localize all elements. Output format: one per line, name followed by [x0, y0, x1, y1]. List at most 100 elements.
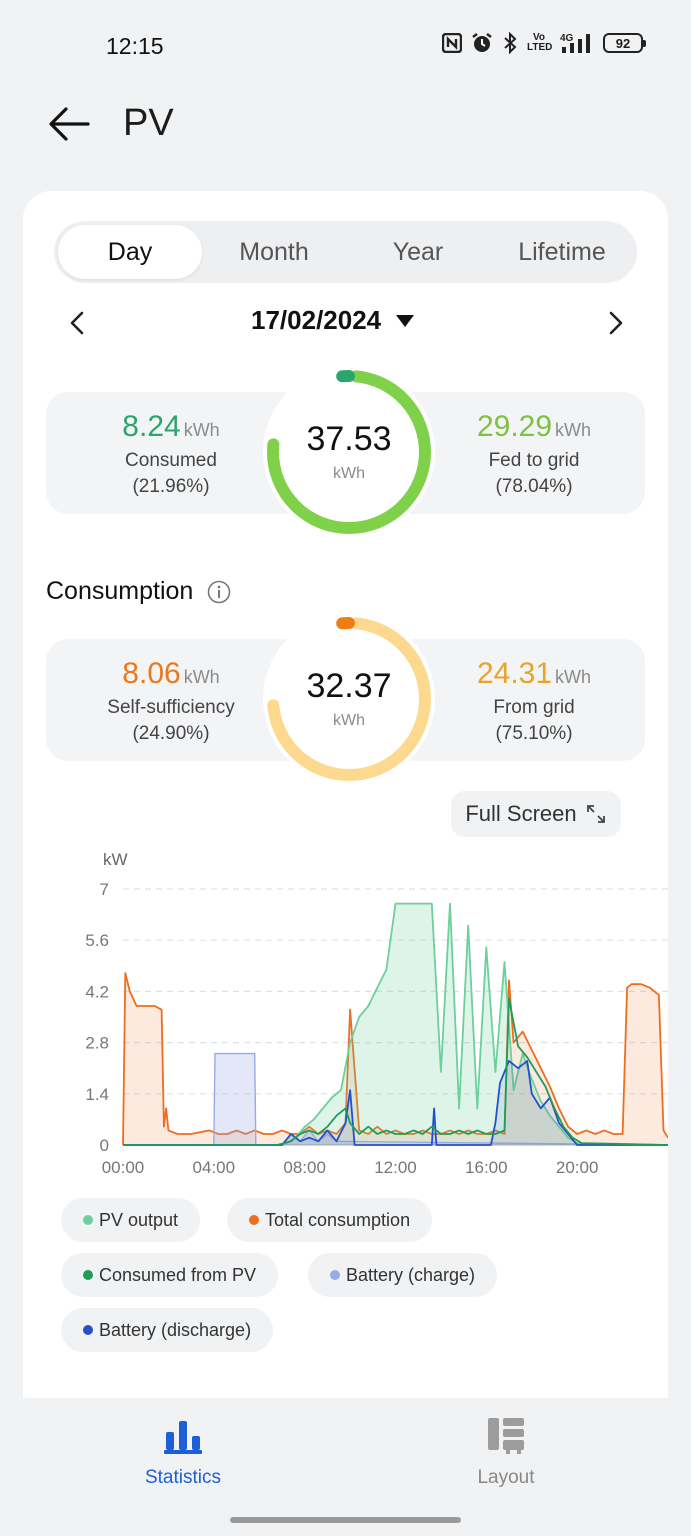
back-arrow-icon — [49, 107, 90, 141]
status-bar: 12:15 Vo LTED 4G 92 — [0, 0, 691, 90]
previous-date-button[interactable] — [63, 307, 93, 339]
legend-label: PV output — [99, 1210, 179, 1230]
y-tick-label: 2.8 — [85, 1034, 109, 1053]
fed-to-grid-label: Fed to grid — [488, 450, 580, 471]
full-screen-button[interactable]: Full Screen — [451, 791, 621, 837]
nav-statistics-label: Statistics — [144, 1467, 222, 1488]
legend-dot — [83, 1215, 93, 1225]
legend-consumed-from-pv[interactable]: Consumed from PV — [61, 1253, 279, 1297]
self-sufficiency-label: Self-sufficiency — [107, 697, 235, 718]
full-screen-label: Full Screen — [465, 801, 577, 826]
legend-dot — [249, 1215, 259, 1225]
y-tick-label: 0 — [100, 1136, 109, 1155]
signal-icon: 4G — [560, 33, 590, 53]
home-indicator — [230, 1517, 461, 1523]
tab-year[interactable]: Year — [392, 238, 444, 266]
from-grid-arc — [267, 617, 431, 781]
consumption-total: 32.37 — [306, 667, 392, 705]
y-axis-label: kW — [103, 850, 128, 869]
yield-total-unit: kWh — [333, 465, 365, 482]
legend-battery-charge[interactable]: Battery (charge) — [308, 1253, 498, 1297]
status-time: 12:15 — [106, 33, 164, 59]
fed-to-grid-metric: 29.29 kWh Fed to grid (78.04%) — [434, 410, 634, 498]
bottom-navigation: Statistics Layout — [0, 1398, 691, 1536]
consumed-label: Consumed — [125, 450, 217, 471]
nfc-icon — [442, 33, 462, 53]
consumed-percent: (21.96%) — [132, 476, 210, 497]
fed-to-grid-value: 29.29 — [476, 410, 553, 443]
self-sufficiency-value: 8.06 — [122, 657, 181, 690]
from-grid-percent: (75.10%) — [495, 723, 573, 744]
consumption-donut — [263, 613, 435, 785]
consumption-panel: 8.06 kWh Self-sufficiency (24.90%) 32.37 … — [46, 613, 645, 785]
yield-fed-arc — [267, 370, 431, 534]
date-navigator: 17/02/2024 — [23, 301, 668, 345]
chevron-right-icon — [609, 311, 623, 335]
battery-icon: 92 — [603, 33, 646, 53]
legend-battery-discharge[interactable]: Battery (discharge) — [61, 1308, 274, 1352]
legend-dot — [83, 1270, 93, 1280]
series-line-battery-discharge — [123, 1059, 668, 1146]
y-tick-label: 4.2 — [85, 982, 109, 1001]
x-tick-label: 04:00 — [193, 1158, 236, 1177]
layout-icon — [488, 1418, 524, 1454]
x-tick-label: 16:00 — [465, 1158, 508, 1177]
bar-chart-icon — [164, 1421, 202, 1454]
app-header: PV — [0, 90, 691, 160]
tab-lifetime[interactable]: Lifetime — [518, 238, 606, 266]
back-button[interactable] — [44, 102, 94, 146]
yield-panel: 8.24 kWh Consumed (21.96%) 37.53 kWh 29.2… — [46, 366, 645, 538]
yield-donut — [263, 366, 435, 538]
legend-dot — [83, 1325, 93, 1335]
nav-statistics[interactable]: Statistics — [93, 1416, 273, 1489]
legend-pv-output[interactable]: PV output — [61, 1198, 201, 1242]
consumed-unit: kWh — [183, 420, 220, 440]
legend-total-consumption[interactable]: Total consumption — [227, 1198, 433, 1242]
series-area-battery-discharge — [123, 1060, 668, 1145]
series-line-total-consumption — [122, 972, 668, 1146]
expand-icon — [586, 805, 605, 823]
legend-label: Consumed from PV — [99, 1265, 257, 1285]
consumption-title: Consumption — [46, 577, 231, 606]
period-tabs: Day Month Year Lifetime — [54, 221, 637, 283]
x-tick-label: 00:00 — [102, 1158, 145, 1177]
consumption-total-unit: kWh — [333, 712, 365, 729]
series-line-pv-output — [123, 902, 668, 1146]
legend-label: Battery (discharge) — [99, 1320, 252, 1340]
from-grid-label: From grid — [493, 697, 575, 718]
self-sufficiency-unit: kWh — [183, 667, 220, 687]
status-icons: Vo LTED 4G 92 — [442, 32, 646, 54]
series-area-battery-charge — [123, 1053, 668, 1145]
tab-day[interactable]: Day — [58, 225, 202, 279]
y-tick-label: 1.4 — [85, 1085, 109, 1104]
self-sufficiency-percent: (24.90%) — [132, 723, 210, 744]
consumption-title-text: Consumption — [46, 577, 194, 605]
svg-text:4G: 4G — [560, 33, 574, 44]
next-date-button[interactable] — [600, 307, 630, 339]
bluetooth-icon — [504, 32, 517, 54]
consumption-ring: 32.37 kWh — [259, 609, 439, 789]
series-area-total-consumption — [123, 973, 668, 1145]
nav-layout[interactable]: Layout — [416, 1416, 596, 1489]
info-icon[interactable] — [207, 580, 231, 604]
tab-month[interactable]: Month — [239, 238, 309, 266]
x-tick-label: 08:00 — [283, 1158, 326, 1177]
statistics-card: Day Month Year Lifetime 17/02/2024 8.24 k… — [23, 191, 668, 1401]
x-tick-label: 12:00 — [374, 1158, 417, 1177]
yield-total: 37.53 — [306, 420, 392, 458]
y-tick-label: 5.6 — [85, 931, 109, 950]
legend-label: Total consumption — [265, 1210, 411, 1230]
caret-down-icon — [396, 314, 415, 327]
series-line-consumed-from-pv — [123, 997, 668, 1146]
fed-to-grid-percent: (78.04%) — [495, 476, 573, 497]
power-chart: kW 0 1.4 2.8 4.2 5.6 7 00:00 04:00 08:00 12:00 16:0… — [85, 850, 668, 1177]
x-tick-label: 20:00 — [556, 1158, 599, 1177]
nav-layout-label: Layout — [477, 1467, 535, 1488]
date-picker[interactable]: 17/02/2024 — [251, 305, 415, 336]
from-grid-metric: 24.31 kWh From grid (75.10%) — [434, 657, 634, 745]
fed-to-grid-unit: kWh — [555, 420, 592, 440]
volte-icon: Vo LTED — [527, 32, 553, 53]
self-sufficiency-metric: 8.06 kWh Self-sufficiency (24.90%) — [71, 657, 271, 745]
alarm-icon — [472, 33, 492, 52]
from-grid-value: 24.31 — [476, 657, 553, 690]
